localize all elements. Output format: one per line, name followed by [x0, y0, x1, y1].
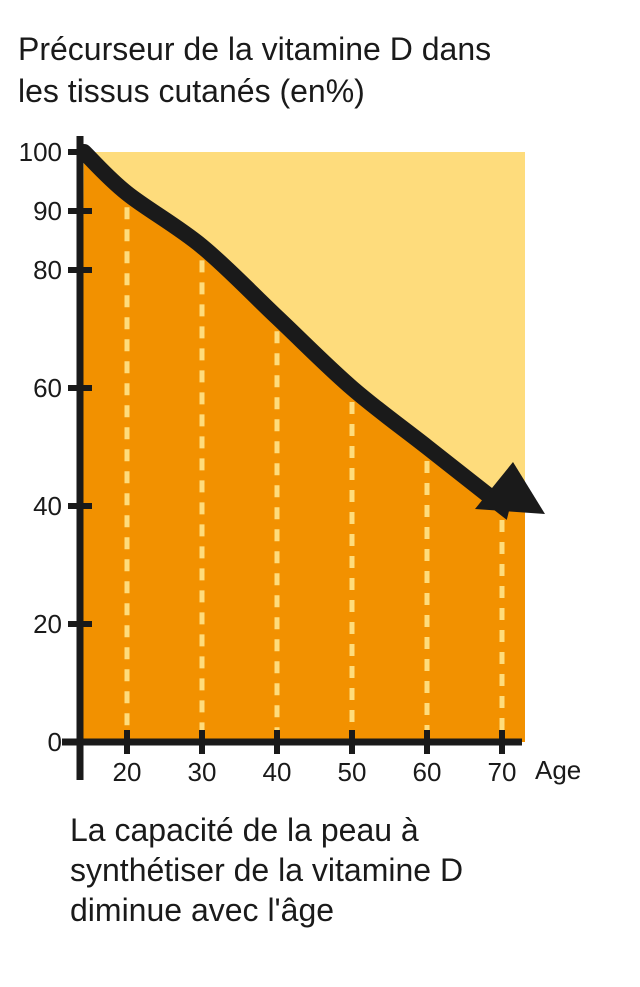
- arrowhead-icon: [475, 462, 545, 514]
- y-tick-label-20: 20: [33, 609, 62, 639]
- caption-line-1: La capacité de la peau à: [70, 812, 419, 848]
- y-tick-label-80: 80: [33, 255, 62, 285]
- y-axis-ticks: 0 20 40 60 80 90 100: [19, 137, 92, 757]
- chart-title: Précurseur de la vitamine D dans les tis…: [18, 28, 618, 112]
- chart-caption: La capacité de la peau à synthétiser de …: [70, 810, 630, 930]
- x-axis-label: Age: [535, 755, 581, 785]
- decline-curve: [76, 144, 513, 520]
- dashed-guides: [124, 207, 505, 738]
- caption-line-2: synthétiser de la vitamine D: [70, 852, 464, 888]
- chart-title-line-1: Précurseur de la vitamine D dans: [18, 31, 492, 67]
- x-tick-label-30: 30: [188, 757, 217, 787]
- chart-title-line-2: les tissus cutanés (en%): [18, 73, 365, 109]
- y-tick-label-40: 40: [33, 491, 62, 521]
- x-tick-label-50: 50: [338, 757, 367, 787]
- x-axis-ticks: 20 30 40 50 60 70: [113, 730, 517, 787]
- x-tick-label-70: 70: [488, 757, 517, 787]
- caption-line-3: diminue avec l'âge: [70, 892, 335, 928]
- y-tick-label-100: 100: [19, 137, 62, 167]
- x-tick-label-40: 40: [263, 757, 292, 787]
- y-tick-label-90: 90: [33, 196, 62, 226]
- x-tick-label-60: 60: [413, 757, 442, 787]
- filled-area: [80, 152, 525, 742]
- y-tick-label-60: 60: [33, 373, 62, 403]
- x-tick-label-20: 20: [113, 757, 142, 787]
- y-tick-label-0: 0: [48, 727, 62, 757]
